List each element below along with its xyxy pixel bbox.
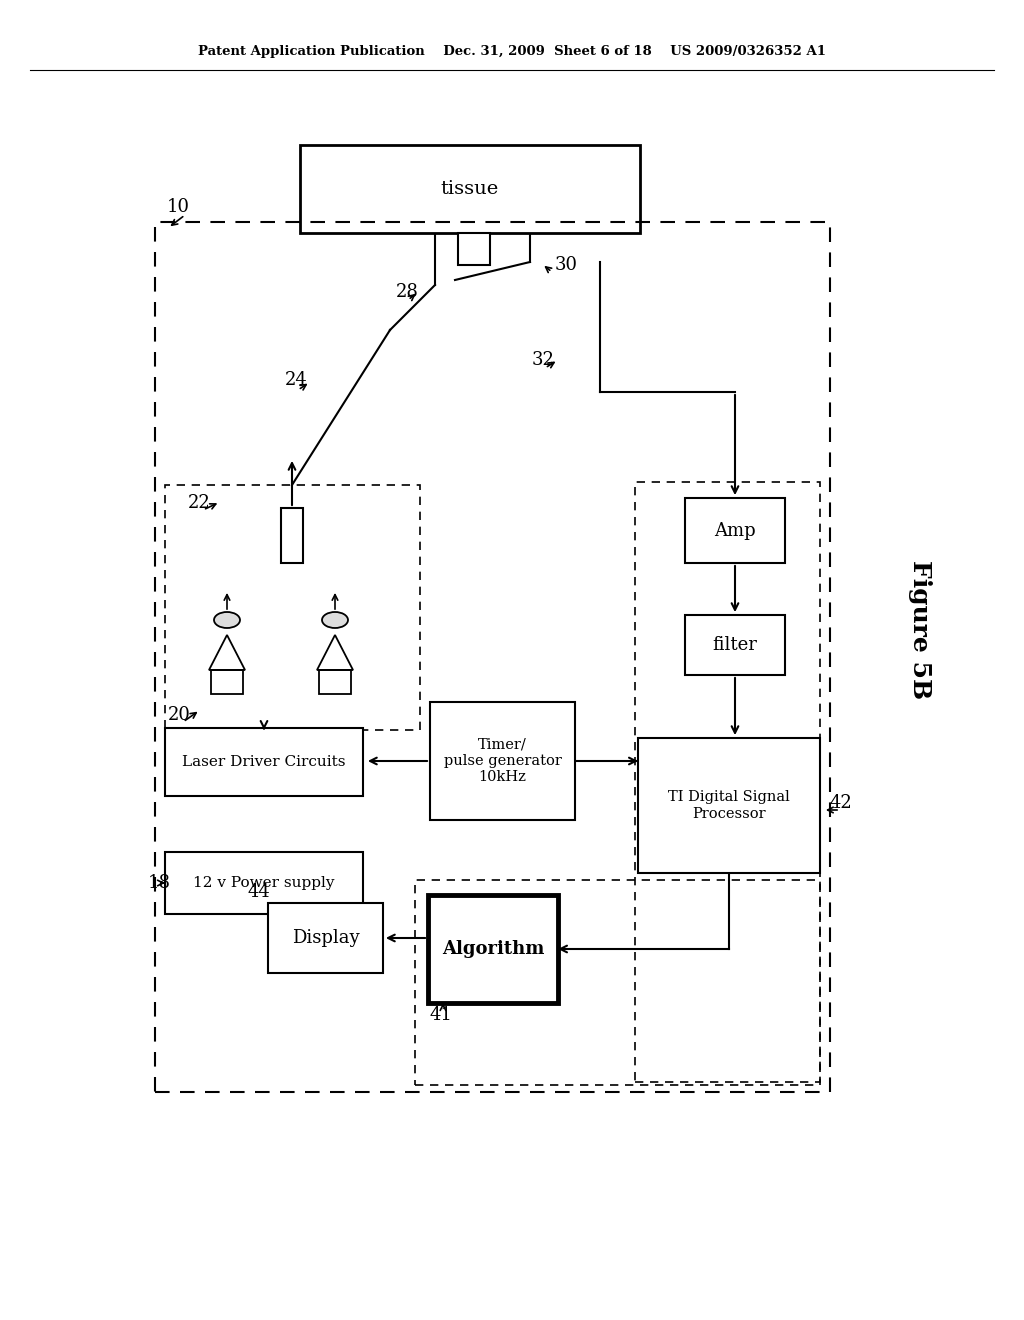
Text: Figure 5B: Figure 5B [908,561,932,700]
Bar [685,498,785,564]
Bar [635,482,820,1082]
Text: 42: 42 [830,795,853,812]
Bar [165,851,362,913]
Text: 28: 28 [396,282,419,301]
Text: Timer/
pulse generator
10kHz: Timer/ pulse generator 10kHz [443,738,561,784]
Bar [685,615,785,675]
Bar [155,222,830,1092]
Ellipse shape [214,612,240,628]
Bar [300,145,640,234]
Text: Patent Application Publication    Dec. 31, 2009  Sheet 6 of 18    US 2009/032635: Patent Application Publication Dec. 31, … [198,45,826,58]
Bar [319,671,351,694]
Bar [281,508,303,564]
Text: tissue: tissue [441,180,499,198]
Text: Laser Driver Circuits: Laser Driver Circuits [182,755,346,770]
Text: 44: 44 [248,883,270,902]
Bar [458,234,490,265]
Text: Amp: Amp [714,521,756,540]
Ellipse shape [322,612,348,628]
Text: 30: 30 [555,256,578,275]
Text: 12 v Power supply: 12 v Power supply [194,876,335,890]
Text: 41: 41 [430,1006,453,1024]
Text: 24: 24 [285,371,308,389]
Bar [428,895,558,1003]
Text: 32: 32 [532,351,555,370]
Text: Algorithm: Algorithm [441,940,544,958]
Bar [415,880,820,1085]
Bar [430,702,575,820]
Text: TI Digital Signal
Processor: TI Digital Signal Processor [668,791,790,821]
Text: 20: 20 [168,706,190,723]
Bar [211,671,243,694]
Bar [165,484,420,730]
Bar [165,729,362,796]
Text: 18: 18 [148,874,171,892]
Bar [268,903,383,973]
Bar [638,738,820,873]
Text: filter: filter [713,636,758,653]
Text: 10: 10 [167,198,190,216]
Text: Display: Display [292,929,359,946]
Text: 22: 22 [188,494,211,512]
